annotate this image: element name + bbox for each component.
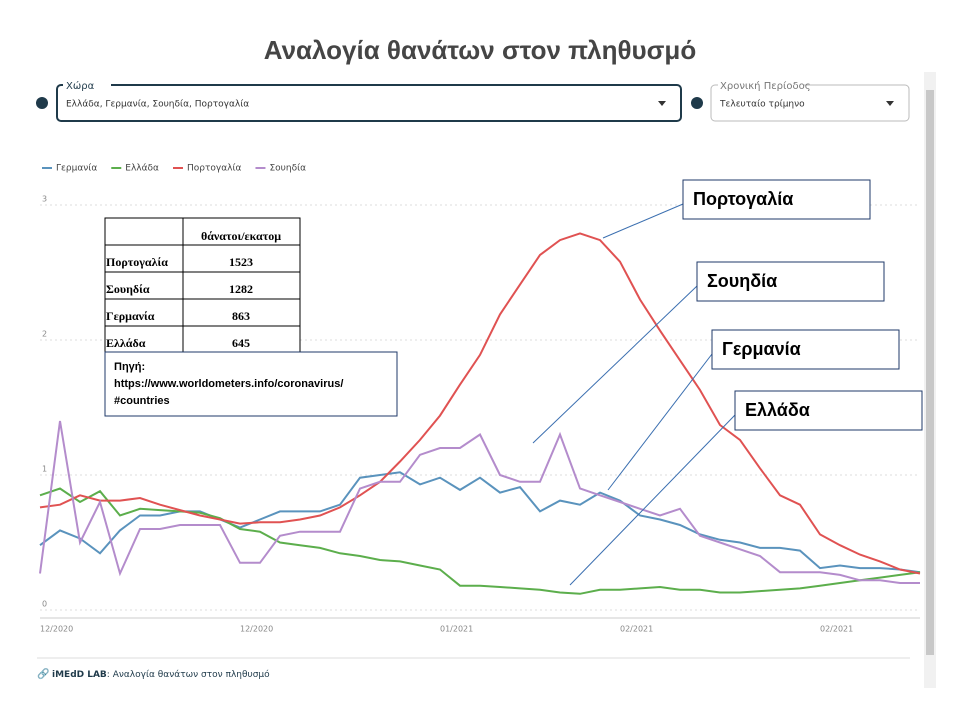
label-bg — [63, 80, 111, 90]
chart: 0 1 2 3 12/2020 12/2020 01/2021 02/2021 02/2021 Γ… — [39, 164, 921, 634]
footer-text: : Αναλογία θανάτων στον πληθυσμό — [107, 669, 270, 680]
source-line: https://www.worldometers.info/coronaviru… — [114, 378, 343, 390]
y-tick-label: 1 — [42, 465, 47, 474]
callout-box — [696, 261, 885, 302]
table-country: Πορτογαλία — [106, 255, 168, 269]
series-line — [39, 487, 921, 595]
annotations: θάνατοι/εκατομ Πορτογαλία 1523 Σουηδία 1282 Γ… — [104, 179, 923, 586]
x-tick-label: 02/2021 — [620, 625, 653, 634]
callout-box — [711, 329, 900, 370]
callout-label: Πορτογαλία — [693, 189, 793, 209]
series-line — [39, 232, 921, 575]
callout-leader — [602, 203, 684, 239]
page-title: Αναλογία θανάτων στον πληθυσμό — [264, 35, 696, 65]
callout-label: Σουηδία — [707, 271, 777, 291]
select-label: Χρονική Περίοδος — [720, 80, 811, 92]
clock-icon — [691, 97, 703, 109]
x-tick-label: 01/2021 — [440, 625, 473, 634]
callout-box — [734, 390, 923, 431]
callout-label: Γερμανία — [722, 339, 801, 359]
table-header: θάνατοι/εκατομ — [201, 229, 281, 243]
callout-leader — [607, 353, 713, 491]
globe-icon — [36, 97, 48, 109]
country-select[interactable] — [56, 84, 682, 122]
callout-leader — [532, 285, 698, 444]
select-value: Τελευταίο τρίμηνο — [719, 100, 805, 110]
callout-box — [682, 179, 871, 220]
footer-brand[interactable]: iMEdD LAB — [52, 670, 107, 680]
legend-label[interactable]: Γερμανία — [56, 164, 97, 174]
table-value: 1282 — [229, 282, 253, 296]
legend-label[interactable]: Πορτογαλία — [187, 164, 242, 174]
select-label: Χώρα — [66, 80, 95, 92]
x-tick-label: 12/2020 — [40, 625, 73, 634]
legend-label[interactable]: Σουηδία — [269, 164, 306, 174]
callout-leader — [569, 414, 736, 586]
dropdown-arrow[interactable] — [886, 101, 894, 106]
legend-label[interactable]: Ελλάδα — [125, 164, 159, 174]
scroll-thumb[interactable] — [926, 90, 934, 655]
label-bg — [718, 80, 804, 90]
y-tick-label: 3 — [42, 195, 47, 204]
dropdown-arrow[interactable] — [658, 101, 666, 106]
x-tick-label: 12/2020 — [240, 625, 273, 634]
source-line: #countries — [114, 395, 170, 407]
y-tick-label: 2 — [42, 330, 47, 339]
y-tick-label: 0 — [42, 600, 47, 609]
series-line — [39, 471, 921, 574]
table-value: 645 — [232, 336, 250, 350]
source-box — [104, 351, 398, 417]
period-select[interactable] — [710, 84, 910, 122]
table-country: Ελλάδα — [106, 336, 146, 350]
table-value: 1523 — [229, 255, 253, 269]
link-icon: 🔗 — [37, 667, 50, 680]
series-line — [39, 420, 920, 584]
table-value: 863 — [232, 309, 250, 323]
table-country: Γερμανία — [106, 309, 155, 323]
table-country: Σουηδία — [106, 282, 150, 296]
source-line: Πηγή: — [114, 361, 145, 373]
select-value: Ελλάδα, Γερμανία, Σουηδία, Πορτογαλία — [66, 100, 249, 110]
footer: iMEdD LAB: Αναλογία θανάτων στον πληθυσμ… — [52, 669, 270, 680]
x-tick-label: 02/2021 — [820, 625, 853, 634]
callout-label: Ελλάδα — [745, 400, 810, 420]
